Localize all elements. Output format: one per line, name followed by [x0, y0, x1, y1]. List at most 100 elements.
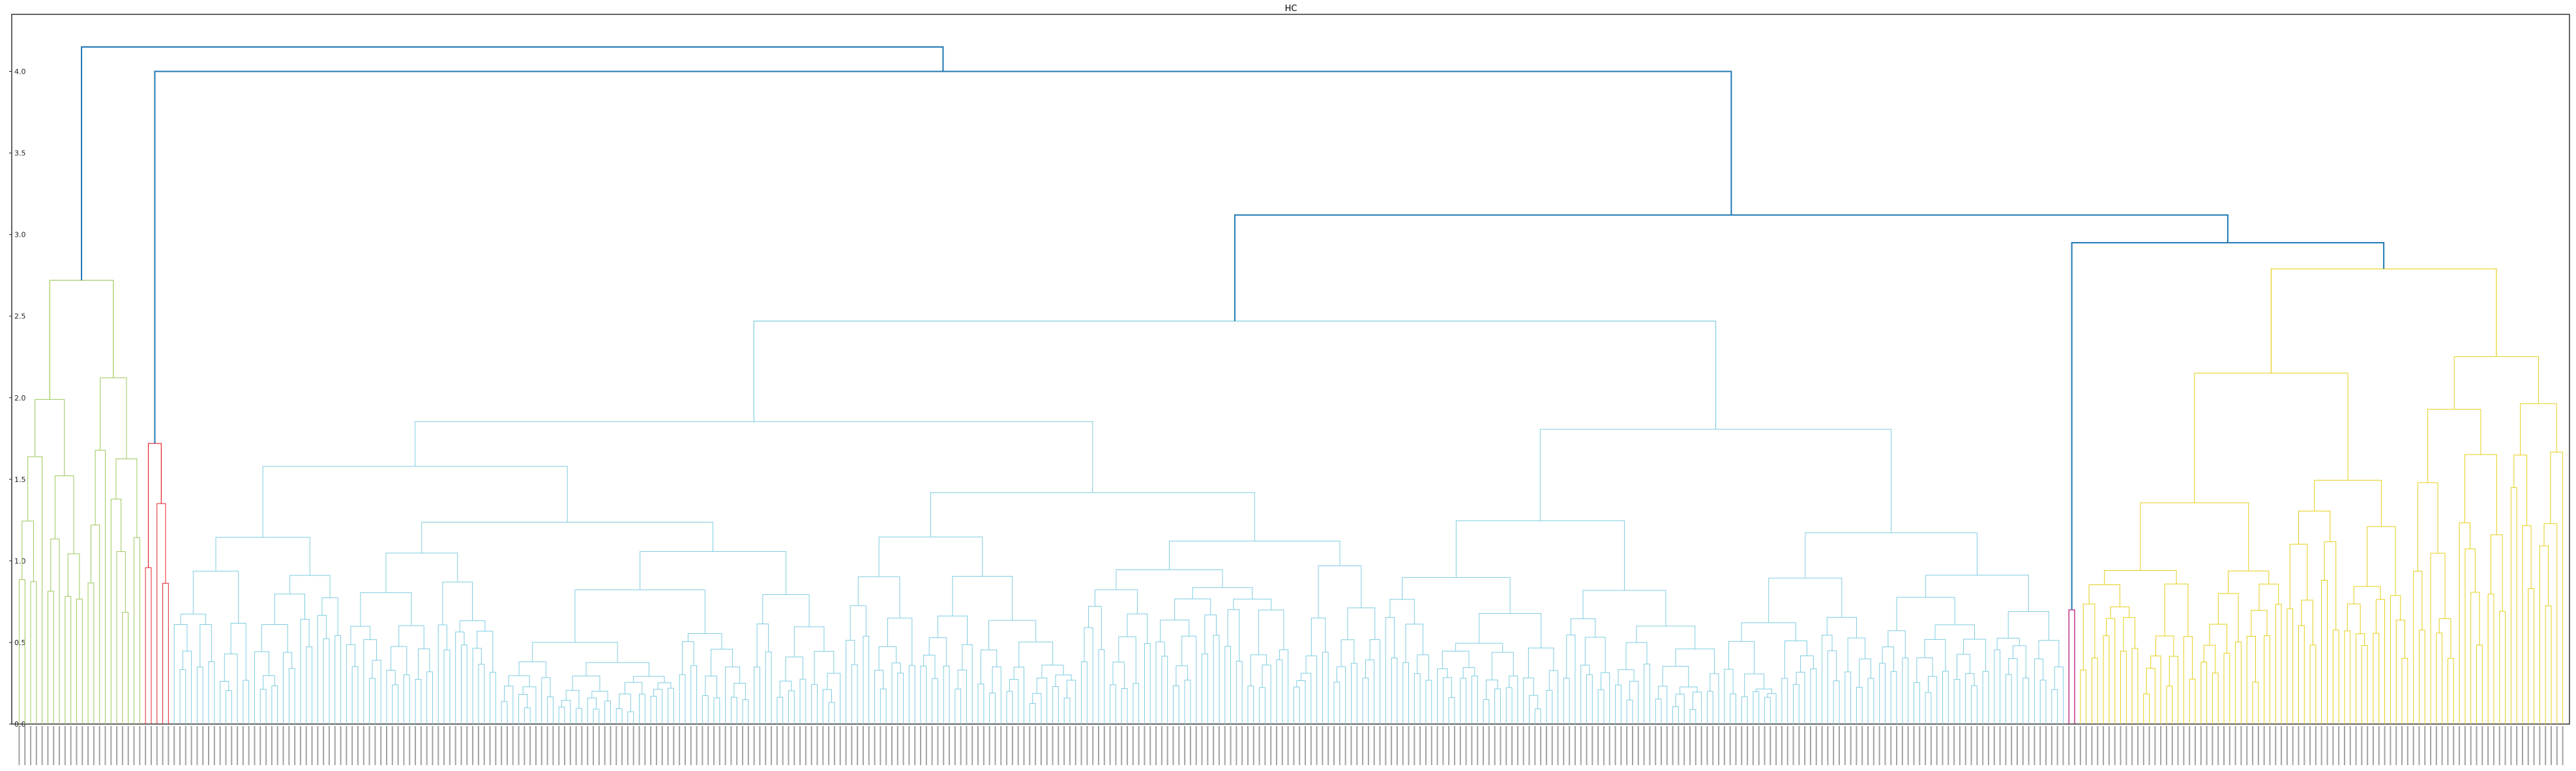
dendrogram-link-308 [1741, 622, 1796, 642]
dendrogram-link-207 [1247, 686, 1254, 724]
leaf-label-18 [121, 726, 123, 765]
leaf-label-93 [552, 726, 554, 765]
dendrogram-link-219 [1300, 673, 1312, 724]
dendrogram-link-72 [455, 631, 465, 724]
dendrogram-link-217 [1293, 686, 1300, 724]
dendrogram-link-178 [988, 620, 1037, 650]
dendrogram-link-12 [90, 524, 100, 724]
leaf-label-250 [1453, 726, 1455, 765]
dendrogram-link-166 [1006, 691, 1013, 724]
dendrogram-link-241 [1405, 624, 1424, 663]
dendrogram-link-265 [1563, 678, 1570, 724]
dendrogram-link-390 [2287, 608, 2294, 724]
dendrogram-link-141 [851, 664, 858, 724]
dendrogram-link-131 [811, 684, 818, 724]
leaf-label-164 [960, 726, 962, 765]
leaf-label-386 [2234, 726, 2236, 765]
leaf-label-197 [1149, 726, 1151, 765]
leaf-label-43 [265, 726, 267, 765]
leaf-label-372 [2154, 726, 2156, 765]
dendrogram-link-83 [518, 693, 528, 724]
leaf-label-190 [1109, 726, 1111, 765]
dendrogram-link-67 [398, 625, 424, 649]
leaf-label-122 [718, 726, 720, 765]
leaf-label-253 [1471, 726, 1473, 765]
dendrogram-link-372 [2183, 636, 2193, 724]
dendrogram-link-232 [1168, 540, 1340, 570]
leaf-label-62 [374, 726, 376, 765]
leaf-label-348 [2016, 726, 2018, 765]
dendrogram-link-135 [814, 650, 835, 685]
leaf-label-206 [1201, 726, 1203, 765]
leaf-label-178 [1040, 726, 1042, 765]
leaf-label-16 [110, 726, 112, 765]
dendrogram-link-33 [220, 681, 229, 724]
y-tick-label-2: 1.0 [14, 557, 26, 566]
leaf-label-111 [655, 726, 657, 765]
leaf-label-30 [190, 726, 192, 765]
leaf-label-433 [2504, 726, 2506, 765]
leaf-label-33 [208, 726, 210, 765]
dendrogram-link-261 [1548, 670, 1558, 724]
leaf-label-55 [334, 726, 336, 765]
leaf-label-169 [988, 726, 990, 765]
leaf-label-162 [949, 726, 951, 765]
dendrogram-link-175 [1055, 674, 1072, 687]
leaf-label-211 [1230, 726, 1232, 765]
leaf-label-401 [2320, 726, 2322, 765]
leaf-label-96 [569, 726, 571, 765]
dendrogram-link-245 [1437, 668, 1448, 724]
leaf-label-310 [1798, 726, 1800, 765]
leaf-label-346 [2005, 726, 2007, 765]
leaf-label-336 [1947, 726, 1949, 765]
dendrogram-link-113 [702, 695, 709, 724]
dendrogram-link-309 [1833, 680, 1840, 724]
leaf-label-88 [524, 726, 526, 765]
leaf-label-425 [2459, 726, 2461, 765]
dendrogram-link-425 [2491, 534, 2503, 612]
leaf-label-414 [2395, 726, 2397, 765]
leaf-label-415 [2401, 726, 2403, 765]
leaf-label-389 [2252, 726, 2254, 765]
dendrogram-link-124 [765, 651, 772, 724]
leaf-label-277 [1608, 726, 1610, 765]
dendrogram-link-349 [2007, 611, 2049, 641]
leaf-label-328 [1901, 726, 1903, 765]
dendrogram-link-398 [2298, 511, 2331, 545]
dendrogram-link-267 [1586, 674, 1593, 724]
dendrogram-link-397 [2324, 541, 2337, 630]
leaf-label-7 [59, 726, 61, 765]
dendrogram-link-401 [2356, 633, 2365, 724]
leaf-label-161 [943, 726, 945, 765]
dendrogram-link-273 [1615, 684, 1621, 724]
dendrogram-link-13 [95, 449, 106, 724]
dendrogram-link-192 [1094, 589, 1138, 614]
leaf-label-354 [2050, 726, 2052, 765]
dendrogram-link-61 [386, 670, 396, 724]
leaf-label-426 [2464, 726, 2466, 765]
leaf-label-240 [1396, 726, 1398, 765]
dendrogram-link-263 [1479, 613, 1542, 648]
dendrogram-link-190 [1144, 642, 1151, 724]
leaf-label-410 [2372, 726, 2374, 765]
dendrogram-link-371 [2189, 678, 2196, 724]
dendrogram-link-102 [624, 682, 643, 695]
leaf-label-306 [1775, 726, 1777, 765]
leaf-label-262 [1522, 726, 1524, 765]
dendrogram-link-158 [955, 688, 962, 724]
y-tick-label-3: 1.5 [14, 476, 26, 484]
leaf-label-301 [1747, 726, 1749, 765]
leaf-label-13 [93, 726, 95, 765]
leaf-label-167 [977, 726, 979, 765]
dendrogram-link-139 [421, 521, 714, 553]
dendrogram-link-406 [2401, 658, 2408, 724]
dendrogram-link-211 [1276, 659, 1283, 724]
dendrogram-link-123 [754, 667, 760, 724]
leaf-label-102 [604, 726, 606, 765]
dendrogram-link-348 [2038, 640, 2060, 667]
dendrogram-link-172 [1052, 686, 1059, 724]
dendrogram-link-73 [478, 663, 485, 724]
leaf-label-434 [2510, 726, 2512, 765]
dendrogram-link-408 [2390, 595, 2401, 724]
leaf-label-87 [518, 726, 520, 765]
